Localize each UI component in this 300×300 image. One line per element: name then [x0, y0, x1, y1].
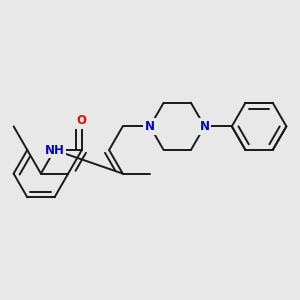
Text: NH: NH — [45, 143, 64, 157]
Text: N: N — [200, 120, 209, 133]
Text: O: O — [77, 114, 87, 128]
Text: N: N — [145, 120, 155, 133]
